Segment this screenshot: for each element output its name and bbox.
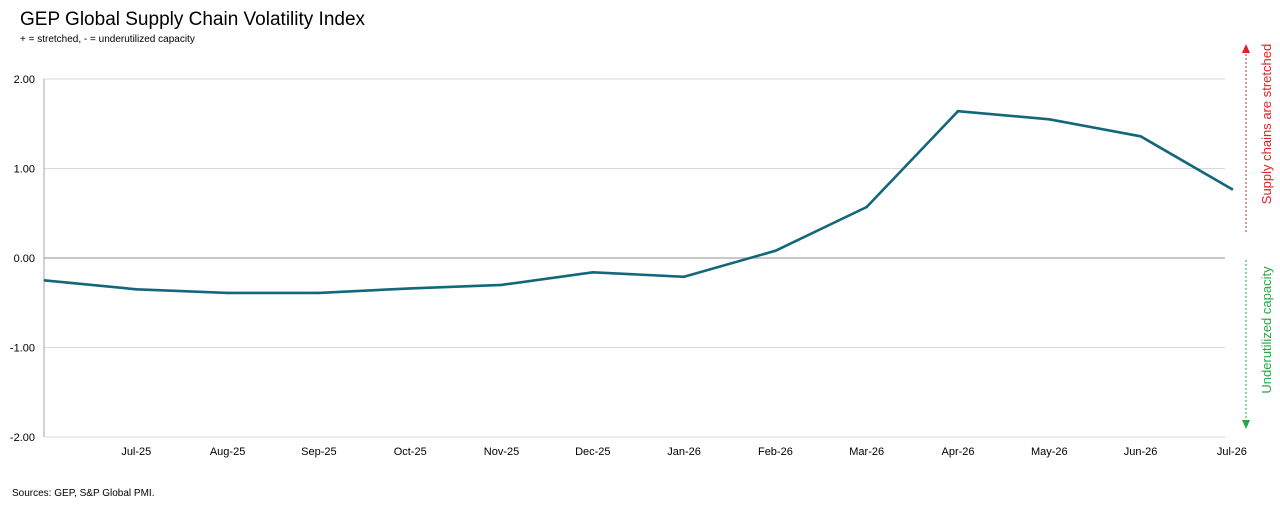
data-point bbox=[43, 279, 47, 282]
series-line bbox=[43, 109, 1234, 295]
x-tick-label: Jul-26 bbox=[1217, 446, 1247, 458]
annotation-layer: Supply chains are stretched Underutilize… bbox=[1242, 44, 1274, 429]
x-tick-label: Dec-25 bbox=[575, 446, 610, 458]
x-tick-labels: Jul-25 Aug-25 Sep-25 Oct-25 Nov-25 Dec-25 Jan-… bbox=[121, 446, 1247, 458]
x-tick-label: Aug-25 bbox=[210, 446, 245, 458]
x-tick-label: Jul-25 bbox=[121, 446, 151, 458]
data-point bbox=[1048, 117, 1051, 121]
underutilized-label: Underutilized capacity bbox=[1259, 266, 1274, 394]
x-tick-label: Sep-25 bbox=[301, 446, 336, 458]
axis-layer bbox=[43, 79, 1225, 437]
series-layer bbox=[43, 109, 1234, 295]
y-tick-label: -2.00 bbox=[10, 432, 35, 444]
chart-source: Sources: GEP, S&P Global PMI. bbox=[12, 488, 155, 499]
y-tick-labels: 2.00 1.00 0.00 -1.00 -2.00 bbox=[10, 74, 35, 444]
data-point bbox=[135, 288, 138, 291]
y-tick-label: 1.00 bbox=[14, 164, 35, 176]
data-point bbox=[682, 275, 686, 279]
stretched-arrow-head bbox=[1242, 44, 1250, 53]
x-tick-label: Mar-26 bbox=[849, 446, 884, 458]
x-tick-label: Jan-26 bbox=[667, 446, 701, 458]
data-point bbox=[226, 291, 229, 295]
data-point bbox=[317, 291, 321, 295]
x-tick-label: Feb-26 bbox=[758, 446, 793, 458]
stretched-label: Supply chains are stretched bbox=[1259, 44, 1274, 204]
y-tick-label: 2.00 bbox=[14, 74, 35, 86]
y-tick-label: -1.00 bbox=[10, 343, 35, 355]
data-point bbox=[1230, 187, 1234, 191]
underutilized-arrow-head bbox=[1242, 420, 1250, 429]
x-tick-label: Oct-25 bbox=[394, 446, 427, 458]
data-point bbox=[865, 205, 868, 209]
y-tick-label: 0.00 bbox=[14, 253, 35, 265]
chart-title: GEP Global Supply Chain Volatility Index bbox=[20, 9, 366, 30]
chart-subtitle: + = stretched, - = underutilized capacit… bbox=[20, 34, 195, 45]
data-point bbox=[408, 287, 412, 290]
x-tick-label: Nov-25 bbox=[484, 446, 519, 458]
x-tick-label: May-26 bbox=[1031, 446, 1068, 458]
x-tick-label: Apr-26 bbox=[941, 446, 974, 458]
data-point bbox=[500, 283, 503, 287]
data-point bbox=[591, 271, 595, 274]
grid-layer bbox=[44, 78, 1225, 438]
data-point bbox=[1139, 134, 1142, 138]
data-point bbox=[956, 109, 960, 113]
data-point bbox=[774, 249, 777, 253]
x-tick-label: Jun-26 bbox=[1124, 446, 1158, 458]
